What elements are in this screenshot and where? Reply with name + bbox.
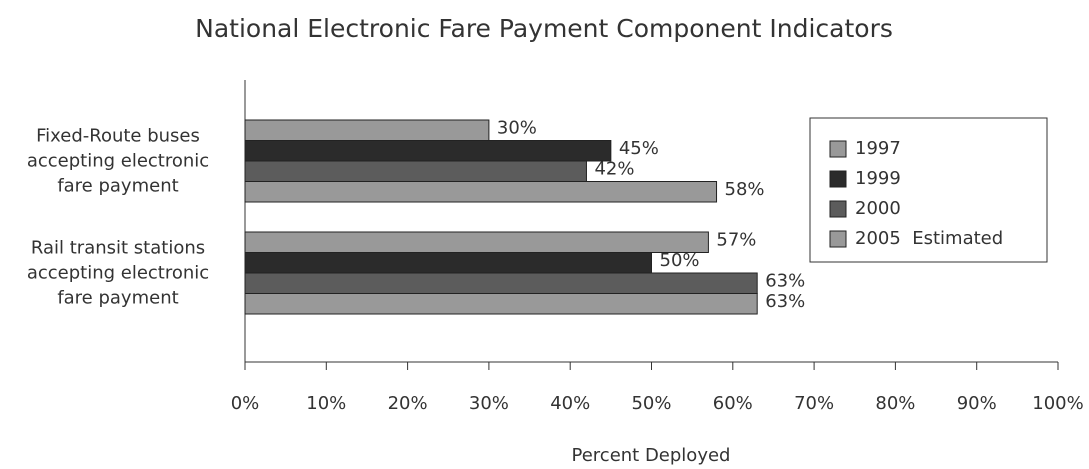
bar [244, 181, 718, 203]
legend-swatch [829, 170, 847, 188]
x-tick-label: 80% [875, 393, 915, 414]
legend-swatch [829, 230, 847, 248]
value-label: 57% [716, 229, 756, 250]
bar [244, 272, 758, 294]
value-label: 63% [765, 291, 805, 312]
value-label: 42% [594, 158, 634, 179]
bar [244, 293, 758, 315]
x-tick-label: 20% [388, 393, 428, 414]
x-tick-label: 50% [631, 393, 671, 414]
x-tick-label: 100% [1032, 393, 1083, 414]
x-axis-label: Percent Deployed [572, 445, 731, 466]
legend-label: 2000 [855, 198, 901, 219]
category-label: Rail transit stations accepting electron… [26, 237, 210, 309]
legend-box [809, 117, 1048, 263]
legend-swatch [829, 200, 847, 218]
value-label: 30% [497, 117, 537, 138]
x-tick-label: 40% [550, 393, 590, 414]
x-tick-label: 90% [957, 393, 997, 414]
bar [244, 252, 652, 274]
bar [244, 140, 612, 162]
x-tick-label: 70% [794, 393, 834, 414]
x-tick-label: 60% [713, 393, 753, 414]
x-tick-label: 10% [306, 393, 346, 414]
bar [244, 119, 490, 141]
x-tick-label: 30% [469, 393, 509, 414]
x-tick-label: 0% [231, 393, 260, 414]
legend-swatch [829, 140, 847, 158]
value-label: 45% [619, 138, 659, 159]
bar [244, 160, 587, 182]
legend-label: 1999 [855, 168, 901, 189]
value-label: 58% [725, 179, 765, 200]
legend-label: 2005 Estimated [855, 228, 1003, 249]
category-label: Fixed-Route buses accepting electronic f… [26, 125, 210, 197]
value-label: 50% [660, 250, 700, 271]
chart-title: National Electronic Fare Payment Compone… [195, 14, 893, 43]
legend-label: 1997 [855, 138, 901, 159]
value-label: 63% [765, 270, 805, 291]
bar [244, 231, 709, 253]
